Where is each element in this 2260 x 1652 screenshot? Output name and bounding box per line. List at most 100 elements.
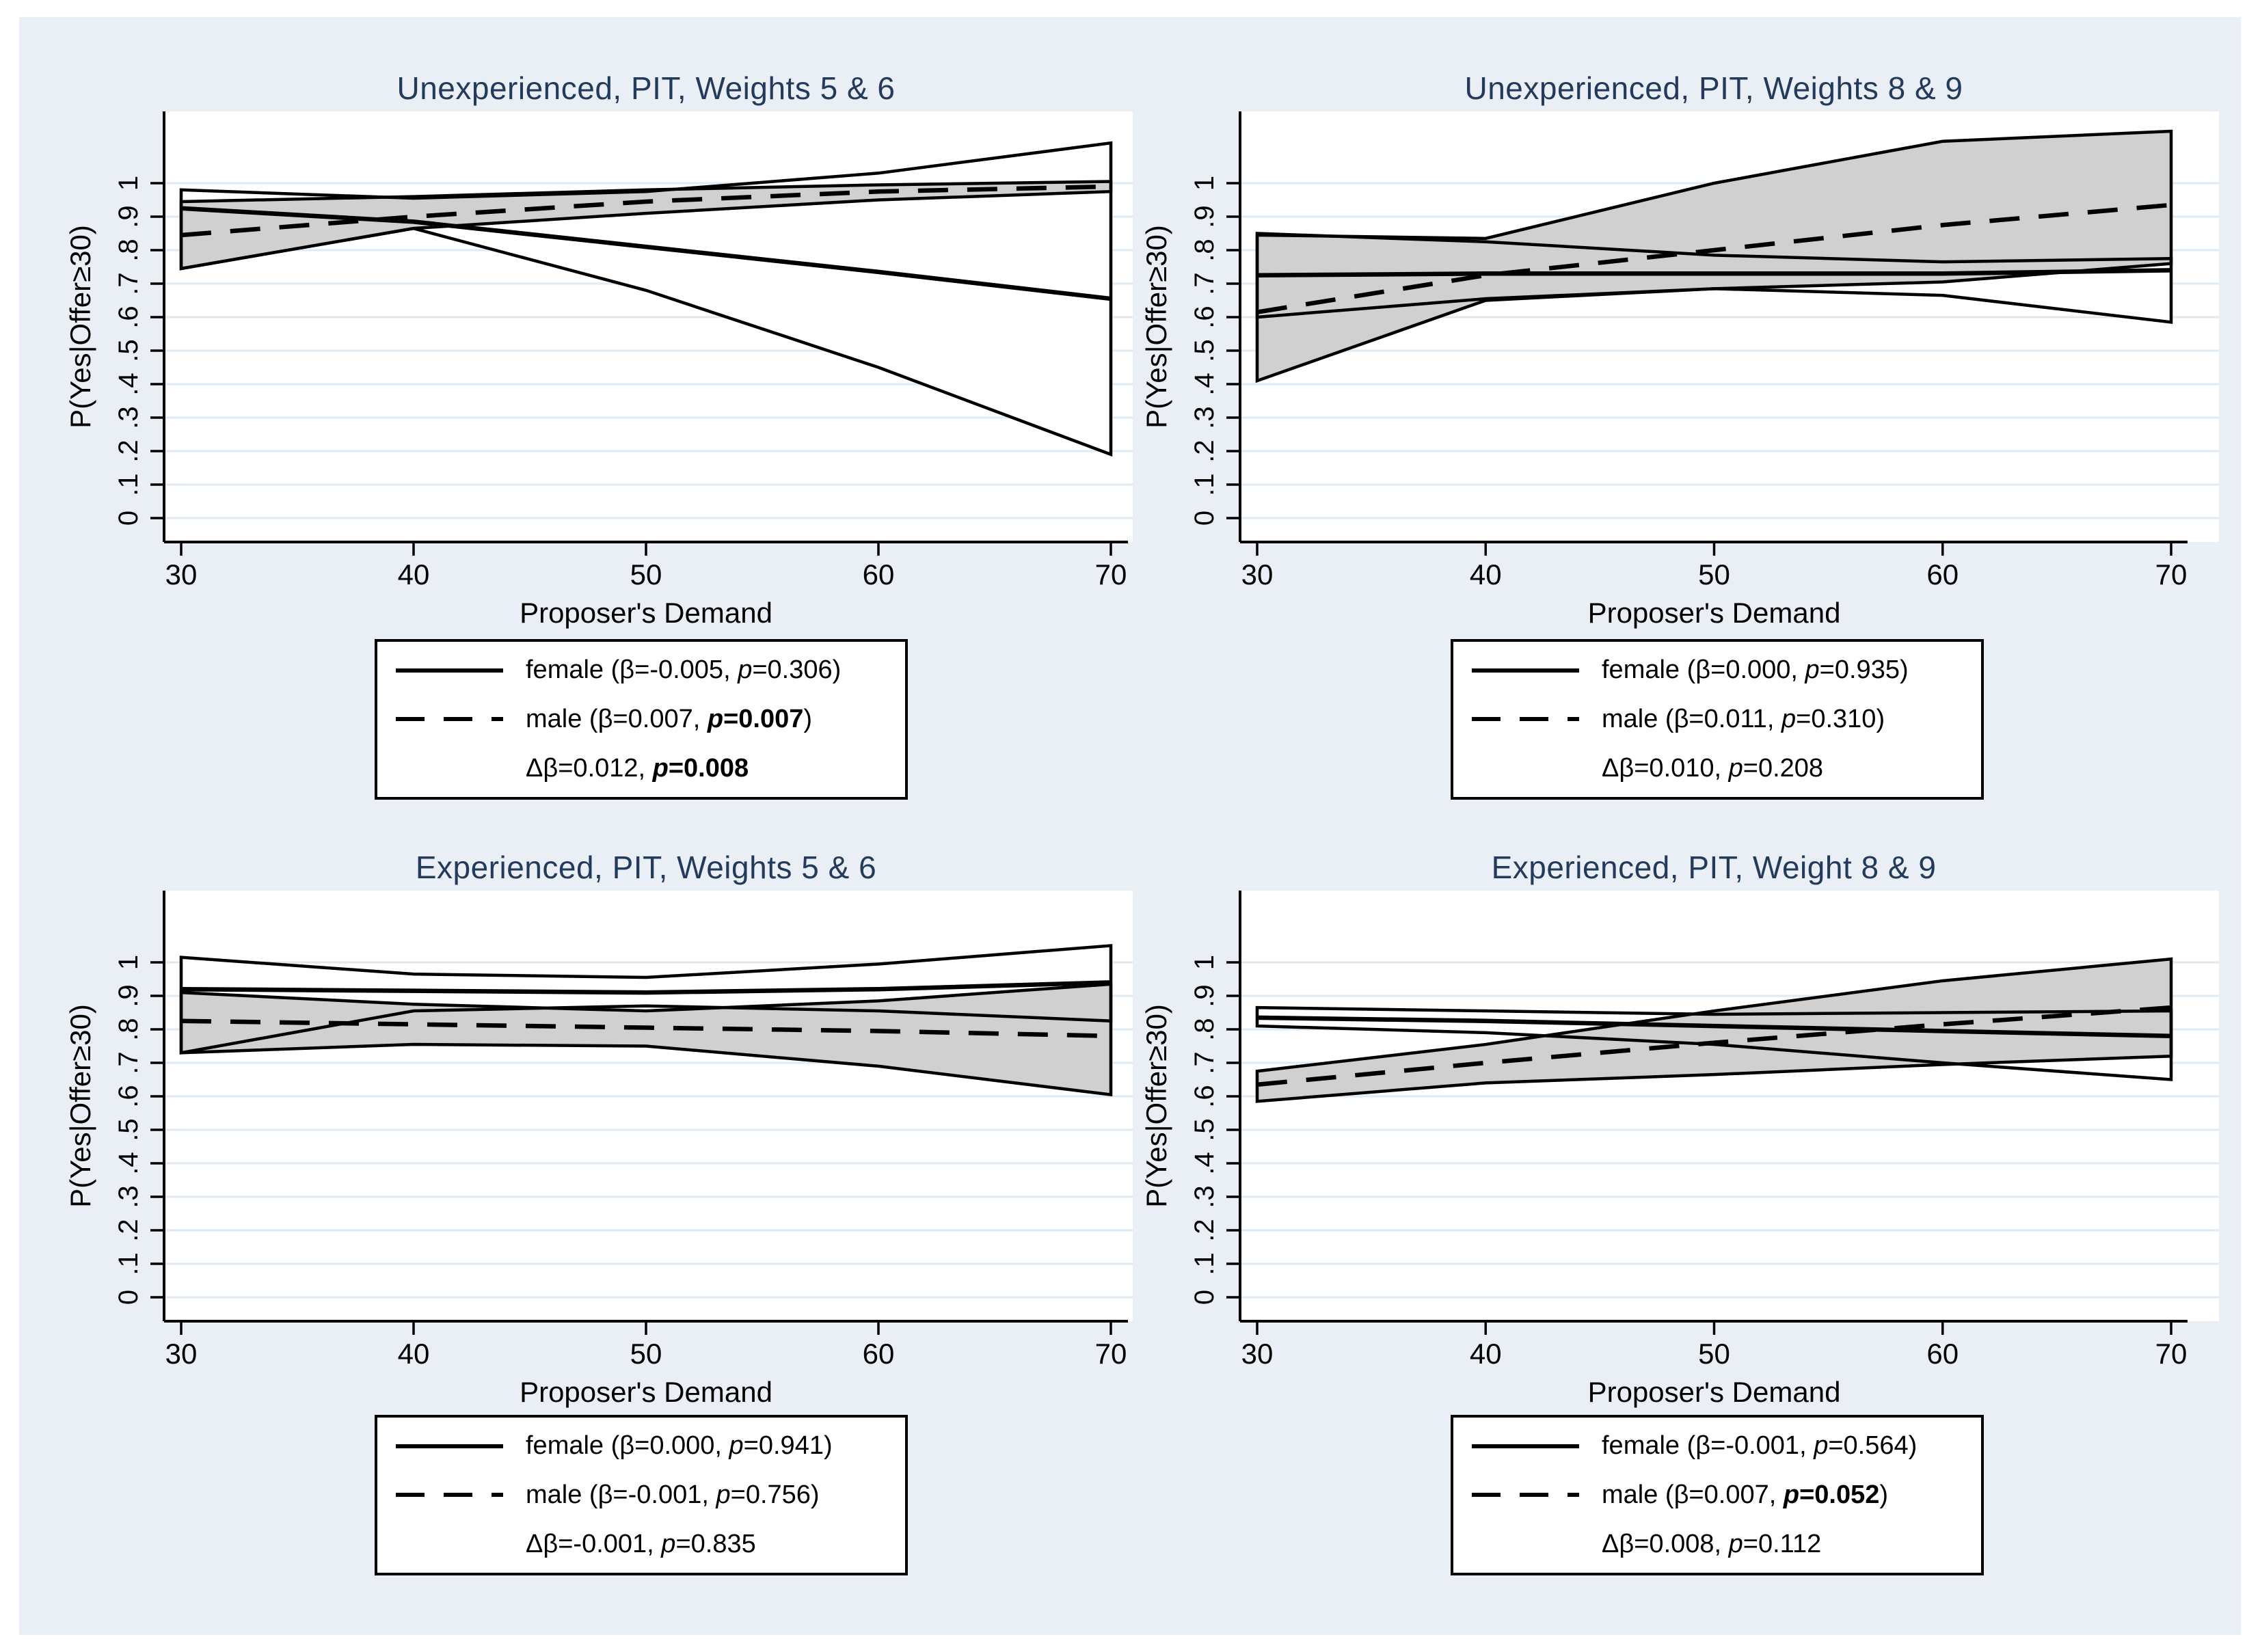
y-tick-label: .2 — [113, 439, 144, 462]
x-tick-label: 50 — [630, 558, 662, 591]
y-tick-label: .2 — [113, 1219, 144, 1241]
y-tick-label: .6 — [113, 1085, 144, 1107]
y-tick-label: .3 — [1189, 406, 1220, 429]
solid-line-icon — [1472, 1444, 1579, 1448]
legend-experienced-w89: female (β=-0.001, p=0.564) male (β=0.007,… — [1451, 1415, 1984, 1575]
x-tick-label: 60 — [1926, 1338, 1959, 1370]
y-tick-label: .4 — [113, 1152, 144, 1174]
legend-unexperienced-w56: female (β=-0.005, p=0.306) male (β=0.007,… — [375, 639, 908, 800]
y-tick-label: .4 — [113, 373, 144, 395]
plot-area — [1240, 891, 2219, 1321]
legend-row: male (β=0.011, p=0.310) — [1453, 695, 1981, 743]
male-line — [180, 184, 1112, 238]
plot-panel-1: 0 .1 .2 .3 .4 .5 .6 .7 .8 .9 1 30 40 50 60 70 Proposer's… — [1140, 111, 2219, 629]
legend-row: female (β=-0.005, p=0.306) — [377, 647, 905, 694]
legend-label: female (β=0.000, p=0.935) — [1602, 655, 1909, 685]
legend-row: female (β=0.000, p=0.941) — [377, 1422, 905, 1470]
legend-label: male (β=0.007, p=0.007) — [526, 704, 813, 733]
x-axis-label: Proposer's Demand — [520, 1376, 772, 1408]
legend-experienced-w56: female (β=0.000, p=0.941) male (β=-0.001,… — [375, 1415, 908, 1575]
y-tick-label: 1 — [113, 955, 144, 970]
y-tick-label: .9 — [113, 205, 144, 228]
legend-row: male (β=0.007, p=0.007) — [377, 695, 905, 743]
legend-row: Δβ=0.012, p=0.008 — [377, 744, 905, 792]
male-ci-outline — [1255, 129, 2173, 383]
y-tick-label: .9 — [113, 984, 144, 1007]
x-tick-label: 70 — [1095, 558, 1127, 591]
y-tick-label: .7 — [1189, 1051, 1220, 1074]
y-tick-label: 1 — [1189, 176, 1220, 191]
female-line — [180, 206, 1112, 301]
y-tick-label: .8 — [113, 239, 144, 261]
male-ci-outline — [1255, 957, 2173, 1103]
male-ci-band — [181, 181, 1111, 269]
x-axis-label: Proposer's Demand — [1588, 1376, 1841, 1408]
dashed-line-icon — [396, 717, 503, 722]
legend-label: Δβ=-0.001, p=0.835 — [526, 1529, 756, 1558]
legend-label: female (β=0.000, p=0.941) — [526, 1431, 833, 1461]
y-tick-label: .4 — [1189, 373, 1220, 395]
y-tick-label: .5 — [113, 339, 144, 362]
female-line — [1256, 1015, 2172, 1039]
y-tick-label: .7 — [1189, 272, 1220, 295]
female-ci-band — [181, 945, 1111, 1053]
y-axis-label: P(Yes|Offer≥30) — [1140, 225, 1172, 429]
male-ci-band — [1257, 959, 2171, 1102]
y-tick-label: 0 — [113, 1290, 144, 1305]
y-tick-label: .2 — [1189, 1219, 1220, 1241]
y-tick-label: .7 — [113, 272, 144, 295]
female-ci-outline — [1255, 1005, 2173, 1081]
y-tick-label: .5 — [1189, 1118, 1220, 1141]
legend-row: Δβ=0.010, p=0.208 — [1453, 744, 1981, 792]
y-tick-label: .3 — [113, 406, 144, 429]
female-ci-outline — [1255, 232, 2173, 324]
y-tick-label: .3 — [1189, 1185, 1220, 1208]
male-ci-outline — [179, 180, 1113, 271]
y-tick-label: .5 — [113, 1118, 144, 1141]
legend-label: Δβ=0.012, p=0.008 — [526, 753, 749, 783]
solid-line-icon — [396, 1444, 503, 1448]
solid-line-icon — [1472, 668, 1579, 673]
female-line — [180, 980, 1112, 995]
x-tick-label: 40 — [398, 558, 430, 591]
legend-label: male (β=0.007, p=0.052) — [1602, 1480, 1889, 1509]
legend-label: female (β=-0.005, p=0.306) — [526, 655, 842, 685]
legend-label: male (β=0.011, p=0.310) — [1602, 704, 1885, 733]
y-tick-label: .9 — [1189, 205, 1220, 228]
solid-line-icon — [396, 668, 503, 673]
y-axis-label: P(Yes|Offer≥30) — [64, 1004, 96, 1208]
x-tick-label: 30 — [1241, 1338, 1274, 1370]
legend-label: Δβ=0.010, p=0.208 — [1602, 753, 1824, 783]
x-tick-label: 70 — [1095, 1338, 1127, 1370]
y-tick-label: .8 — [113, 1018, 144, 1040]
y-tick-label: 0 — [1189, 511, 1220, 526]
x-tick-label: 30 — [165, 1338, 198, 1370]
y-tick-label: .5 — [1189, 339, 1220, 362]
panel-title-experienced-w89: Experienced, PIT, Weight 8 & 9 — [1491, 850, 1937, 885]
y-tick-label: .2 — [1189, 439, 1220, 462]
x-tick-label: 40 — [1470, 558, 1502, 591]
x-tick-label: 40 — [398, 1338, 430, 1370]
legend-spacer — [386, 755, 526, 782]
y-tick-label: 0 — [1189, 1290, 1220, 1305]
x-tick-label: 60 — [863, 1338, 895, 1370]
y-tick-label: 1 — [1189, 955, 1220, 970]
y-tick-label: .1 — [1189, 1252, 1220, 1275]
legend-spacer — [1462, 1530, 1602, 1558]
legend-row: Δβ=-0.001, p=0.835 — [377, 1520, 905, 1568]
male-ci-outline — [179, 982, 1113, 1097]
y-tick-label: 1 — [113, 176, 144, 191]
legend-row: male (β=0.007, p=0.052) — [1453, 1471, 1981, 1519]
y-tick-label: 0 — [113, 511, 144, 526]
x-axis-label: Proposer's Demand — [1588, 597, 1841, 629]
y-tick-label: .1 — [113, 1252, 144, 1275]
x-tick-label: 70 — [2155, 558, 2188, 591]
x-tick-label: 40 — [1470, 1338, 1502, 1370]
y-tick-label: .6 — [1189, 1085, 1220, 1107]
legend-row: Δβ=0.008, p=0.112 — [1453, 1520, 1981, 1568]
plot-panel-3: 0 .1 .2 .3 .4 .5 .6 .7 .8 .9 1 30 40 50 60 70 Proposer's… — [1140, 891, 2219, 1408]
y-tick-label: .8 — [1189, 1018, 1220, 1040]
legend-row: male (β=-0.001, p=0.756) — [377, 1471, 905, 1519]
